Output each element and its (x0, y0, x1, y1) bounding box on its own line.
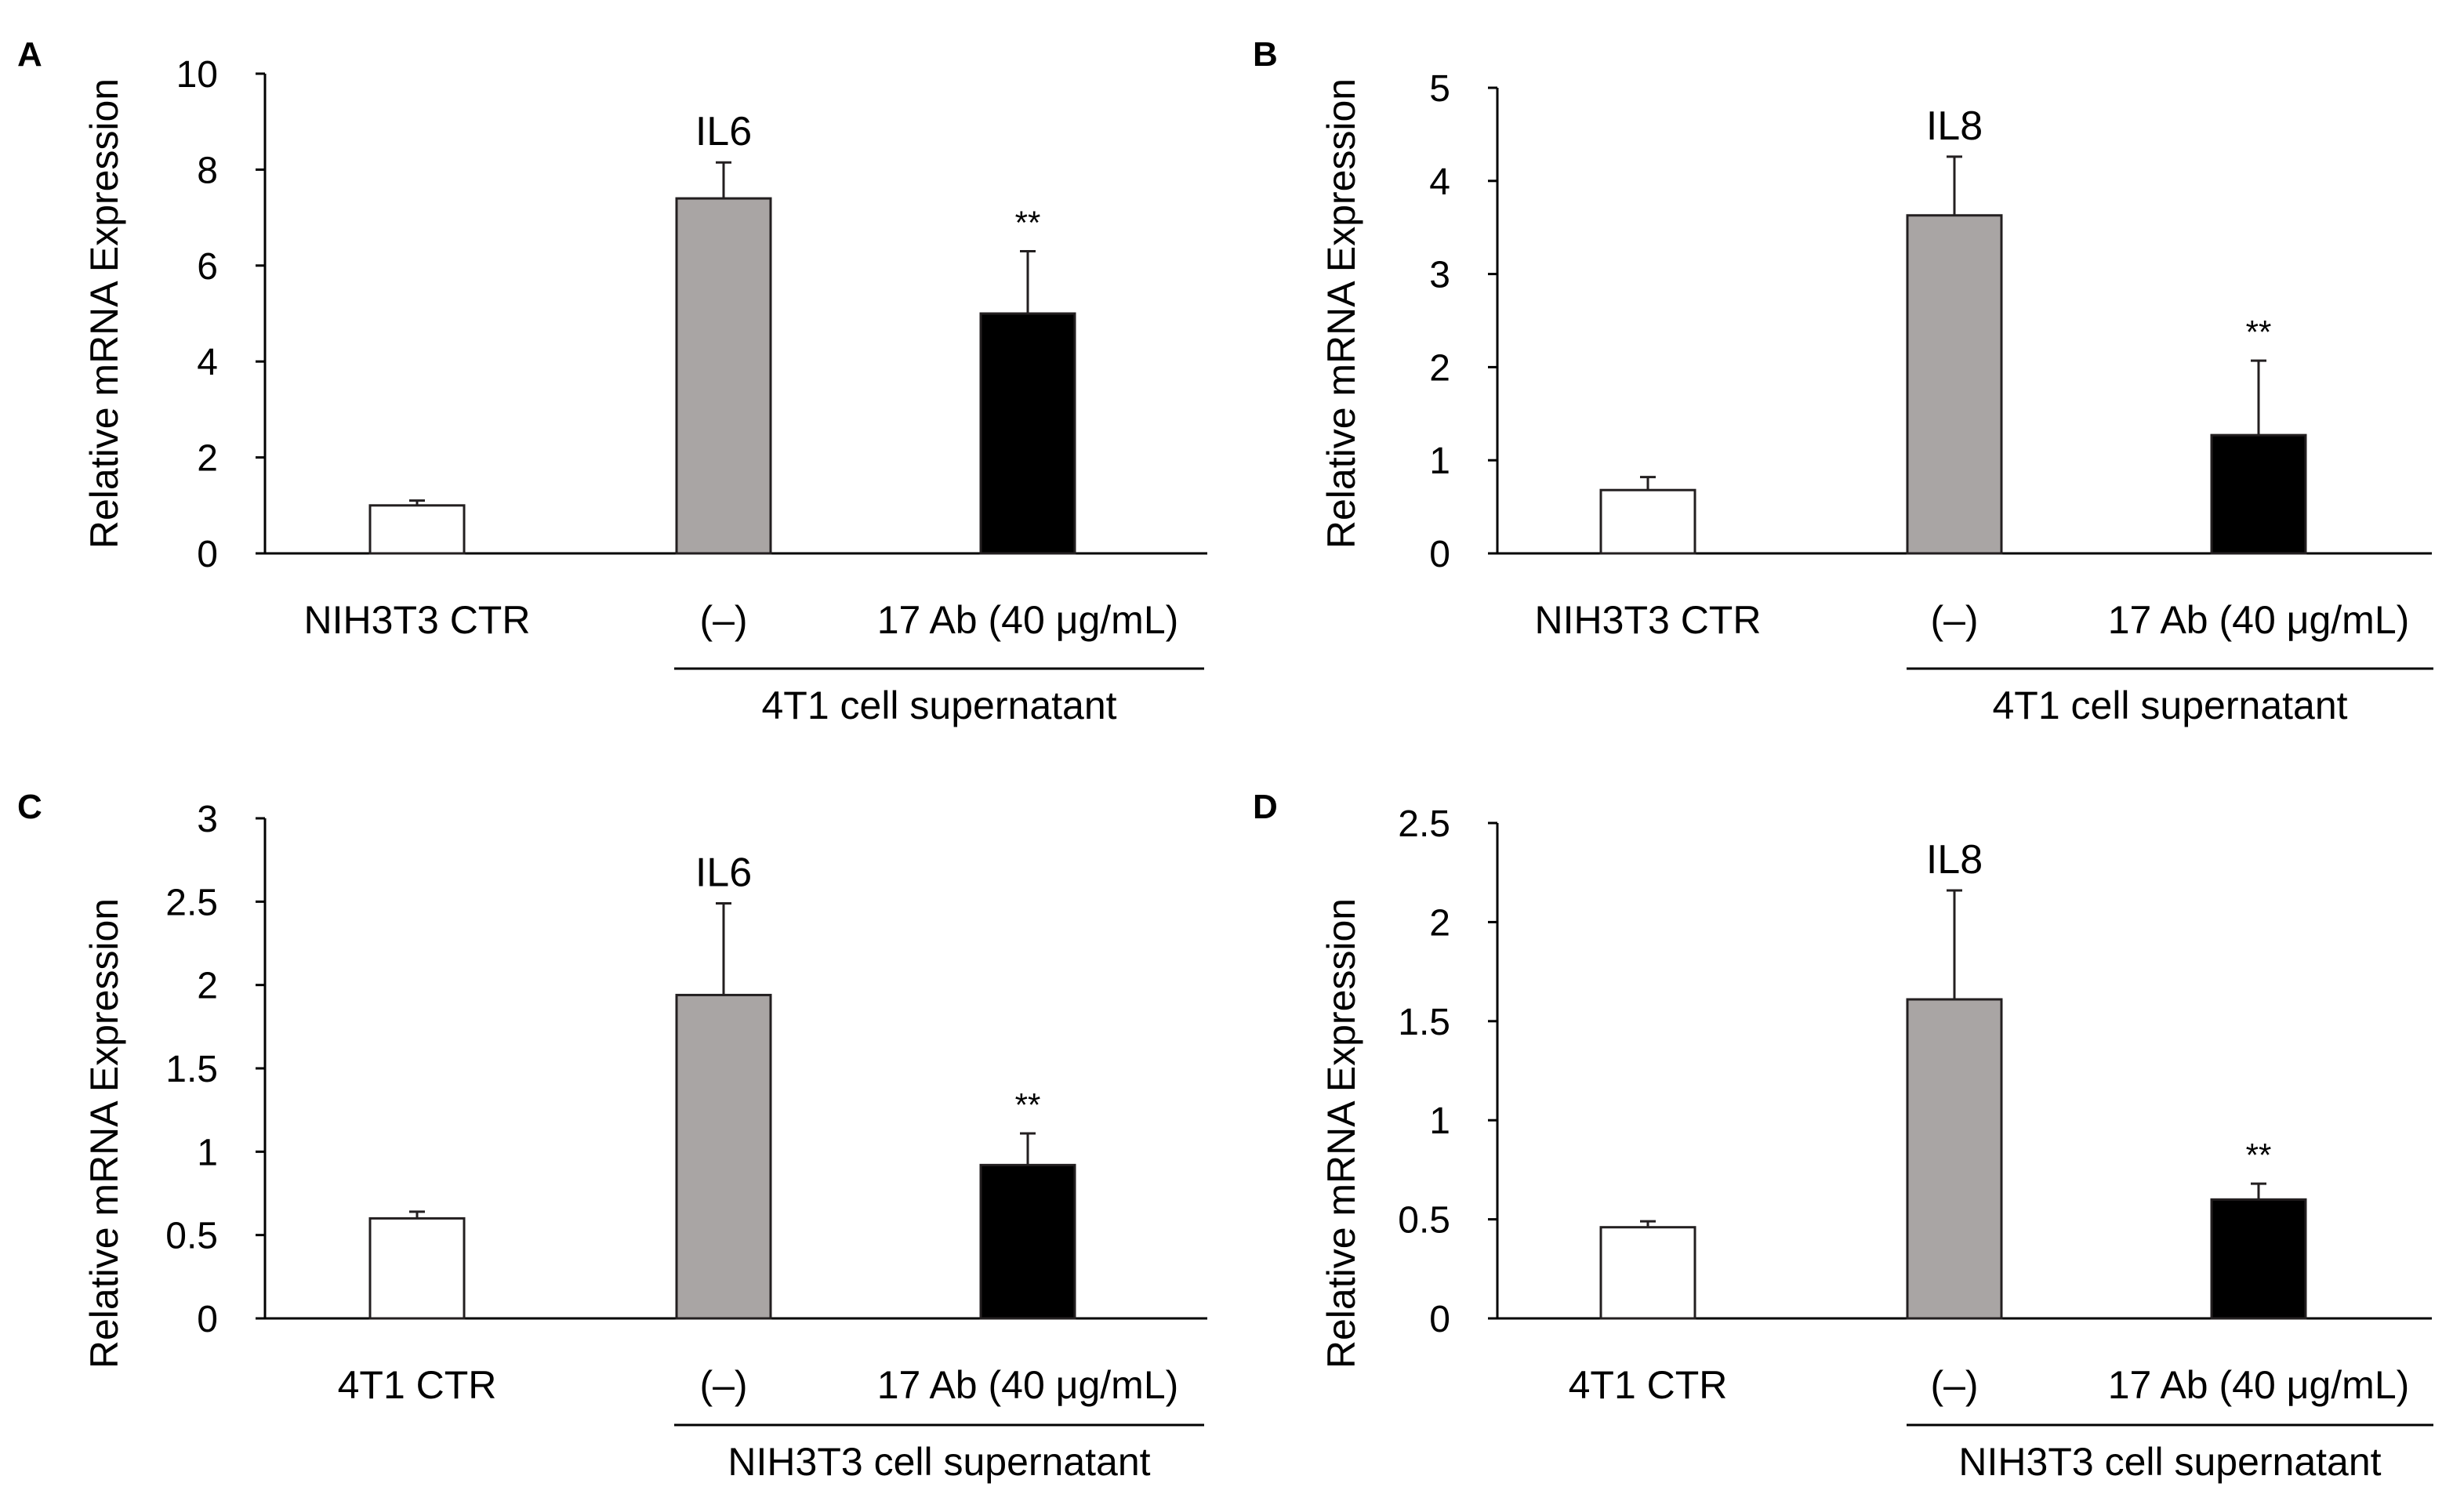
panel-letter-b: B (1253, 35, 1278, 74)
bar-a-2 (979, 312, 1076, 555)
y-tick-label-a: 4 (197, 342, 218, 383)
y-tick-label-d: 2.5 (1398, 803, 1450, 845)
y-tick-label-a: 10 (176, 54, 218, 96)
y-tick-label-c: 0.5 (165, 1216, 218, 1257)
panel-letter-d: D (1253, 788, 1278, 826)
category-label-c-1: (–) (699, 1363, 747, 1407)
bar-b-0 (1599, 488, 1696, 555)
y-tick-label-b: 5 (1429, 68, 1450, 110)
significance-label-c: ** (1015, 1086, 1041, 1123)
group-label-b: 4T1 cell supernatant (1992, 683, 2347, 727)
bar-b-2 (2210, 433, 2307, 555)
group-label-a: 4T1 cell supernatant (761, 683, 1116, 727)
bar-d-2 (2210, 1198, 2307, 1320)
group-label-d: NIH3T3 cell supernatant (1958, 1440, 2381, 1484)
y-tick-label-c: 2 (197, 966, 218, 1007)
y-tick-label-a: 2 (197, 438, 218, 480)
category-label-a-0: NIH3T3 CTR (304, 598, 531, 642)
category-label-c-2: 17 Ab (40 μg/mL) (877, 1363, 1179, 1407)
panel-letter-a: A (17, 35, 42, 74)
panel-letter-c: C (17, 788, 42, 826)
significance-label-a: ** (1015, 204, 1041, 241)
category-label-c-0: 4T1 CTR (338, 1363, 497, 1407)
category-label-d-2: 17 Ab (40 μg/mL) (2108, 1363, 2410, 1407)
y-tick-label-d: 0.5 (1398, 1200, 1450, 1242)
category-label-a-2: 17 Ab (40 μg/mL) (877, 598, 1179, 642)
bar-b-1 (1906, 214, 2003, 555)
y-tick-label-b: 2 (1429, 347, 1450, 389)
y-tick-label-c: 0 (197, 1299, 218, 1340)
y-tick-label-b: 0 (1429, 534, 1450, 575)
y-tick-label-a: 8 (197, 150, 218, 191)
y-tick-label-b: 3 (1429, 255, 1450, 296)
category-label-d-1: (–) (1930, 1363, 1978, 1407)
y-tick-label-d: 1 (1429, 1100, 1450, 1142)
y-tick-label-d: 1.5 (1398, 1002, 1450, 1043)
y-tick-label-c: 1.5 (165, 1049, 218, 1090)
category-label-a-1: (–) (699, 598, 747, 642)
bar-c-2 (979, 1163, 1076, 1320)
group-label-c: NIH3T3 cell supernatant (728, 1440, 1150, 1484)
y-tick-label-c: 2.5 (165, 882, 218, 923)
y-axis-label-b: Relative mRNA Expression (1319, 78, 1363, 549)
y-tick-label-a: 0 (197, 534, 218, 575)
gene-label-c: IL6 (695, 850, 752, 895)
y-tick-label-b: 1 (1429, 441, 1450, 482)
y-axis-label-c: Relative mRNA Expression (82, 898, 126, 1369)
bar-d-0 (1599, 1226, 1696, 1320)
gene-label-a: IL6 (695, 109, 752, 154)
gene-label-d: IL8 (1926, 837, 1983, 883)
gene-label-b: IL8 (1926, 103, 1983, 149)
y-tick-label-c: 3 (197, 799, 218, 840)
bar-a-0 (368, 504, 466, 555)
bar-c-0 (368, 1216, 466, 1320)
significance-label-b: ** (2246, 314, 2272, 350)
category-label-b-1: (–) (1930, 598, 1978, 642)
bar-a-1 (675, 197, 772, 555)
y-axis-label-a: Relative mRNA Expression (82, 78, 126, 549)
y-tick-label-c: 1 (197, 1132, 218, 1173)
y-axis-label-d: Relative mRNA Expression (1319, 898, 1363, 1369)
significance-label-d: ** (2246, 1137, 2272, 1173)
y-tick-label-d: 0 (1429, 1299, 1450, 1340)
bar-d-1 (1906, 998, 2003, 1320)
bar-c-1 (675, 993, 772, 1320)
y-tick-label-a: 6 (197, 246, 218, 288)
y-tick-label-b: 4 (1429, 161, 1450, 203)
y-tick-label-d: 2 (1429, 902, 1450, 944)
category-label-b-0: NIH3T3 CTR (1535, 598, 1762, 642)
category-label-b-2: 17 Ab (40 μg/mL) (2108, 598, 2410, 642)
category-label-d-0: 4T1 CTR (1569, 1363, 1728, 1407)
